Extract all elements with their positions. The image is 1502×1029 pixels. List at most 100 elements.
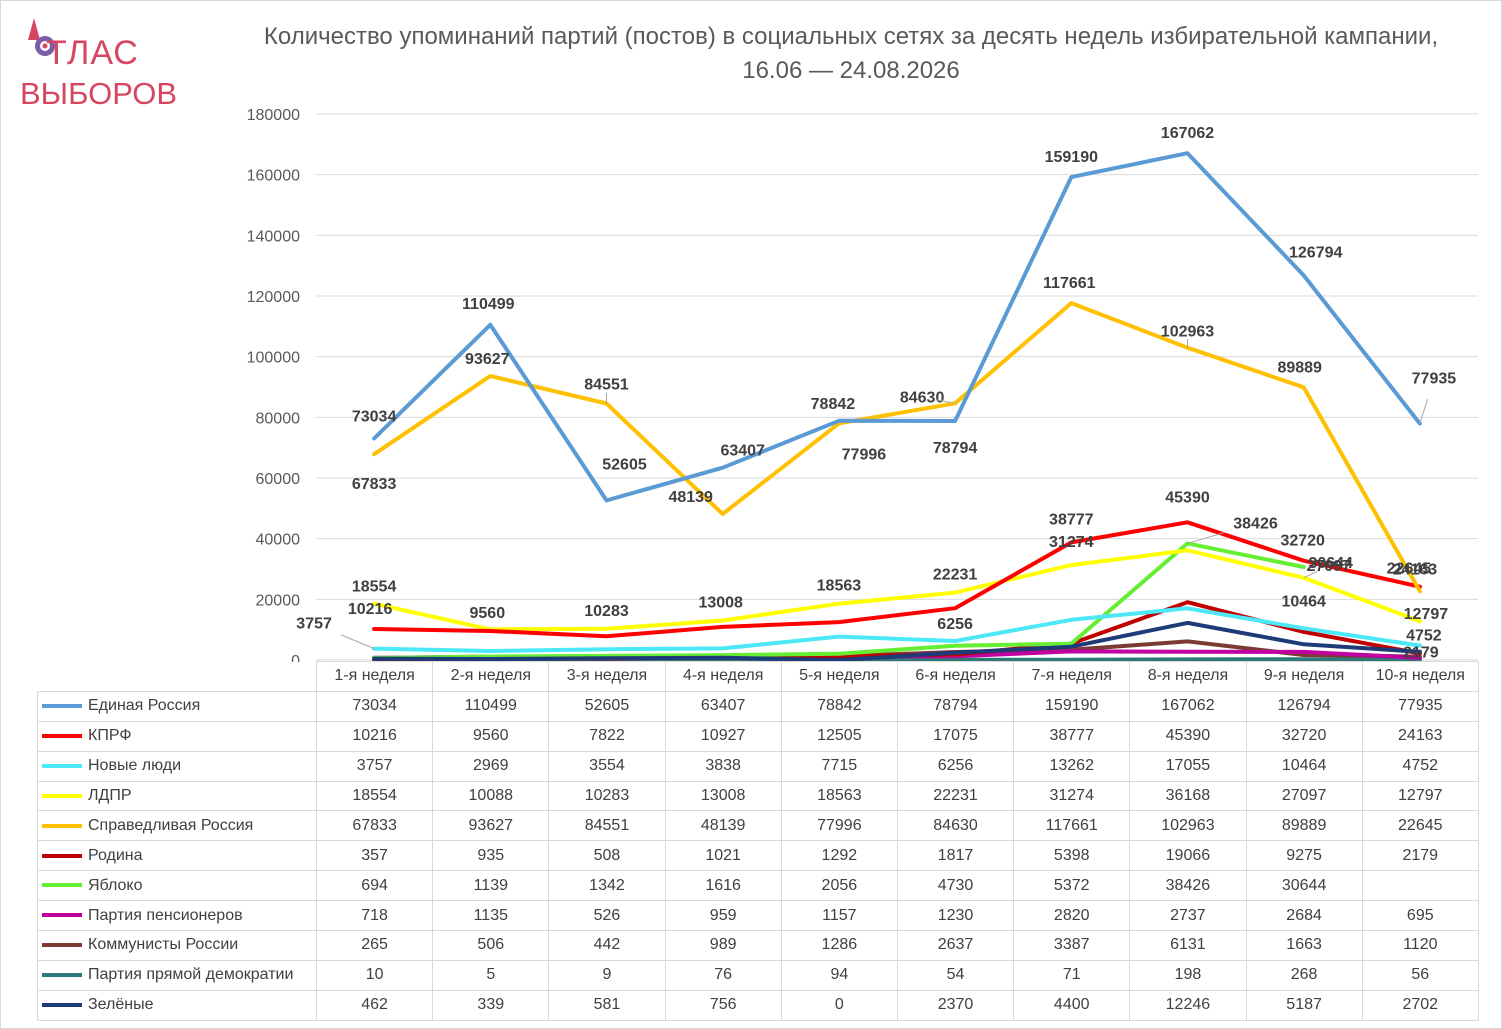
table-cell: 198	[1129, 959, 1247, 991]
x-tick-label: 7-я неделя	[1013, 661, 1131, 692]
table-cell: 5372	[1013, 870, 1131, 902]
data-label: 13008	[698, 595, 743, 612]
rocket-planet-icon	[28, 18, 55, 56]
table-cell: 442	[548, 930, 666, 961]
data-label: 73034	[352, 408, 397, 425]
legend-swatch	[42, 704, 82, 709]
table-cell: 4400	[1013, 989, 1131, 1021]
table-cell: 10283	[548, 780, 666, 812]
table-cell: 54	[896, 959, 1015, 991]
data-label: 159190	[1045, 149, 1098, 166]
table-cell: 0	[780, 989, 898, 1021]
table-cell: 2737	[1129, 900, 1247, 932]
table-cell: 2637	[896, 930, 1015, 961]
data-label-leader	[1303, 570, 1318, 579]
x-tick-label: 4-я неделя	[664, 661, 782, 692]
table-cell: 31274	[1013, 780, 1131, 812]
table-row: Новые люди 3757 2969 3554 3838 7715 6256 13262 1…	[37, 750, 1479, 782]
legend-entry: Коммунисты России	[37, 930, 317, 961]
data-label: 93627	[465, 351, 510, 368]
series-line-3	[372, 606, 1422, 653]
x-tick-label: 3-я неделя	[548, 661, 666, 692]
table-cell: 2702	[1361, 989, 1479, 1021]
table-cell: 959	[664, 900, 782, 932]
x-tick-label: 10-я неделя	[1361, 661, 1479, 692]
series-line-5	[372, 301, 1422, 594]
table-cell: 12505	[780, 720, 898, 752]
table-cell: 9275	[1245, 840, 1363, 872]
table-cell: 2370	[896, 989, 1015, 1021]
table-cell: 10464	[1245, 750, 1363, 782]
data-label: 4752	[1406, 628, 1442, 645]
x-tick-label: 9-я неделя	[1245, 661, 1363, 692]
table-cell: 989	[664, 930, 782, 961]
data-label: 89889	[1277, 359, 1322, 376]
data-label: 18563	[817, 578, 862, 595]
table-cell: 694	[315, 870, 434, 902]
x-tick-label: 6-я неделя	[896, 661, 1015, 692]
table-row: Родина 357 935 508 1021 1292 1817 5398 19066 9275…	[37, 840, 1479, 872]
data-label: 38426	[1233, 515, 1278, 532]
legend-swatch	[42, 853, 82, 858]
legend-label: ЛДПР	[88, 787, 132, 804]
data-label: 27097	[1306, 558, 1351, 575]
series-line-2	[372, 520, 1422, 639]
table-cell: 12797	[1361, 780, 1479, 812]
legend-swatch	[42, 1003, 82, 1007]
y-tick-label: 80000	[256, 410, 301, 427]
data-label: 10464	[1281, 593, 1326, 610]
table-cell: 56	[1361, 959, 1479, 991]
legend-swatch	[42, 943, 82, 948]
data-label: 9560	[470, 605, 506, 622]
table-cell: 77996	[780, 810, 898, 842]
table-cell: 1342	[548, 870, 666, 902]
legend-label: Яблоко	[88, 876, 143, 894]
legend-swatch	[42, 733, 82, 738]
data-label-leader	[1187, 531, 1226, 544]
legend-entry: ЛДПР	[37, 780, 317, 812]
table-cell: 1139	[432, 870, 550, 902]
table-cell: 718	[315, 900, 434, 932]
table-cell: 167062	[1129, 690, 1247, 722]
table-cell: 10216	[315, 720, 434, 752]
legend-entry: Партия пенсионеров	[37, 900, 317, 932]
legend-entry: КПРФ	[37, 720, 317, 752]
table-cell: 2684	[1245, 900, 1363, 932]
table-cell: 67833	[315, 810, 434, 842]
data-label: 84551	[584, 377, 629, 394]
legend-swatch	[42, 823, 82, 828]
data-label: 84630	[900, 389, 945, 406]
table-cell: 22231	[896, 780, 1015, 812]
legend-label: КПРФ	[88, 727, 132, 745]
table-row: Партия прямой демократии 10 5 9 76 94 54 71 198 2…	[37, 959, 1479, 991]
y-tick-label: 20000	[256, 592, 301, 609]
logo-line1: ТЛАС	[46, 34, 139, 72]
table-row: Справедливая Россия 67833 93627 84551 48139 7…	[37, 810, 1479, 842]
table-cell: 1157	[780, 900, 898, 932]
table-cell: 9560	[432, 720, 550, 752]
table-cell: 6256	[896, 750, 1015, 782]
data-label: 78794	[933, 440, 978, 457]
table-cell: 19066	[1129, 840, 1247, 872]
table-cell: 1135	[432, 900, 550, 932]
table-cell: 2820	[1013, 900, 1131, 932]
table-cell: 84630	[896, 810, 1015, 842]
table-cell: 17075	[896, 720, 1015, 752]
table-cell: 5	[432, 959, 550, 991]
y-tick-label: 140000	[247, 228, 300, 245]
legend-entry: Новые люди	[37, 750, 317, 782]
table-cell: 48139	[664, 810, 782, 842]
table-cell: 2179	[1361, 840, 1479, 872]
data-label: 30644	[1308, 555, 1353, 572]
legend-label: Родина	[88, 846, 143, 864]
legend-entry: Родина	[37, 840, 317, 872]
data-label: 52605	[602, 456, 647, 473]
data-label: 18554	[352, 579, 397, 596]
table-cell: 3554	[548, 750, 666, 782]
table-cell: 1817	[896, 840, 1015, 872]
legend-swatch	[42, 913, 82, 918]
data-label: 38777	[1049, 511, 1094, 528]
table-cell: 4730	[896, 870, 1015, 902]
table-cell: 4752	[1361, 750, 1479, 782]
legend-swatch	[42, 793, 82, 798]
